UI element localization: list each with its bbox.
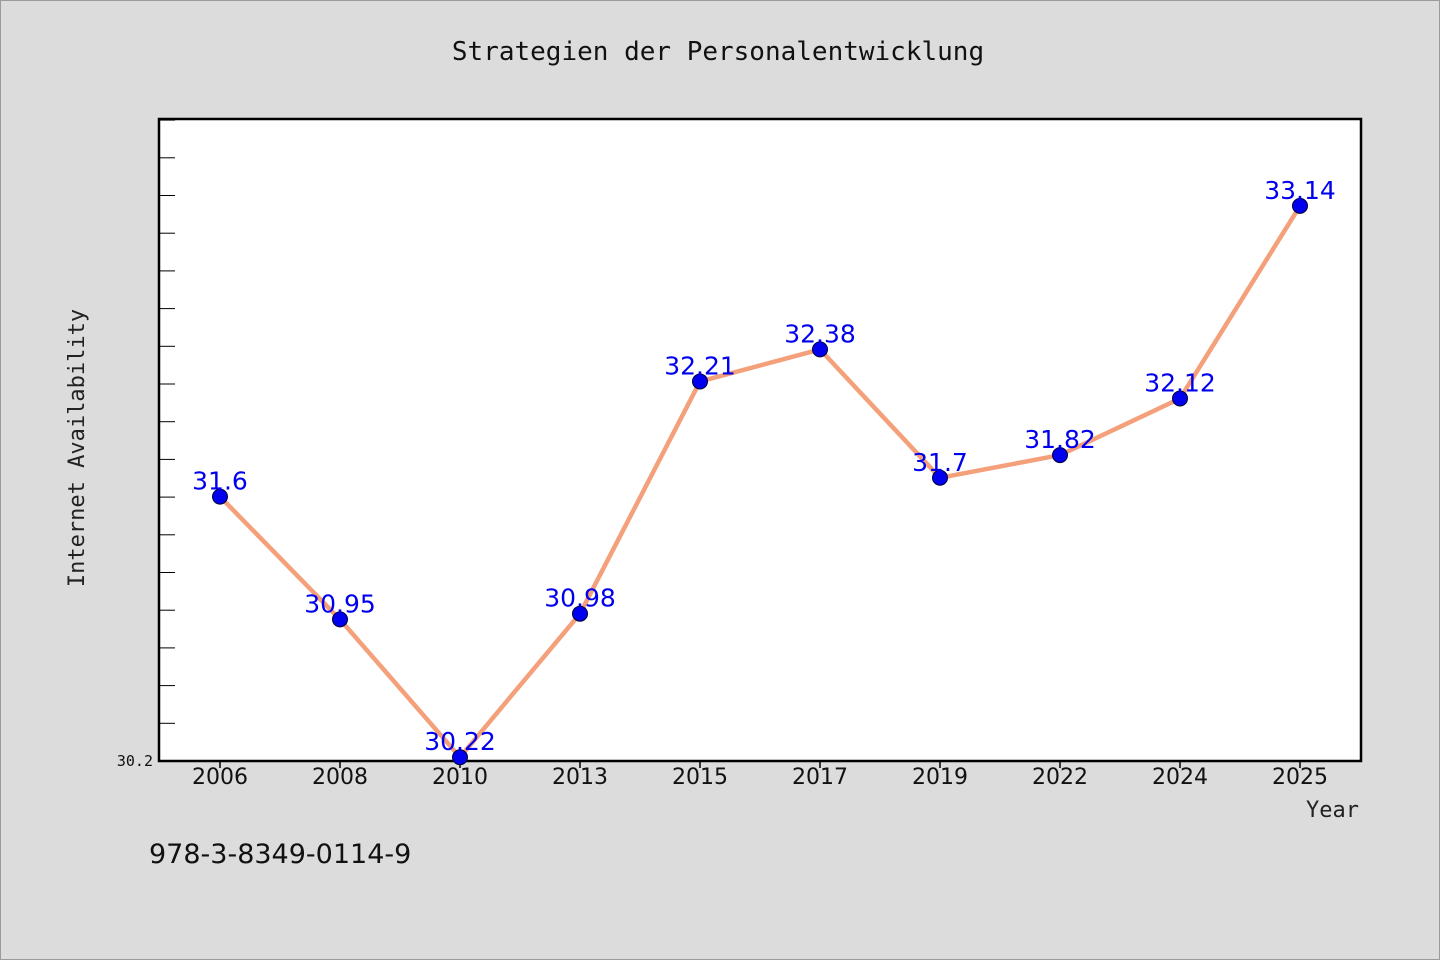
y-axis-title: Internet Availability [65,309,90,587]
series-markers [212,197,1308,766]
data-label: 33.14 [1264,176,1336,205]
data-point [572,605,588,622]
data-point [452,749,468,766]
x-tick-label: 2008 [312,765,368,790]
data-labels: 31.6 30.95 30.22 30.98 32.21 32.38 31.7 31.82 32… [192,176,1336,756]
data-point [1052,447,1068,464]
x-tick-label: 2010 [432,765,488,790]
data-label: 31.6 [192,467,248,496]
data-point [332,611,348,628]
isbn-footer: 978-3-8349-0114-9 [149,839,411,870]
data-label: 30.22 [424,727,496,756]
y-axis-tick-labels: 30.2 [117,752,153,770]
data-point [932,469,948,486]
x-tick-label: 2006 [192,765,248,790]
x-tick-label: 2015 [672,765,728,790]
data-label: 30.95 [304,589,376,618]
data-point [1292,197,1308,214]
data-label: 32.12 [1144,368,1216,397]
x-tick-label: 2017 [792,765,848,790]
data-label: 32.38 [784,319,856,348]
y-tick-label: 30.2 [117,752,153,770]
data-point [692,373,708,390]
data-point [212,488,228,505]
data-label: 31.7 [912,448,968,477]
y-axis-minor-ticks [159,119,175,762]
data-point [812,341,828,358]
plot-area [157,117,1363,763]
chart-title: Strategien der Personalentwicklung [452,37,984,67]
x-tick-label: 2025 [1272,765,1328,790]
x-tick-label: 2019 [912,765,968,790]
x-axis-title: Year [1306,798,1359,823]
x-tick-label: 2013 [552,765,608,790]
x-tick-label: 2024 [1152,765,1208,790]
x-tick-label: 2022 [1032,765,1088,790]
x-axis-tick-labels: 2006 2008 2010 2013 2015 2017 2019 2022 2024 2025 [192,765,1328,790]
data-point [1172,390,1188,407]
series-line [217,203,1303,760]
data-label: 31.82 [1024,425,1096,454]
data-label: 32.21 [664,351,736,380]
data-label: 30.98 [544,584,616,613]
